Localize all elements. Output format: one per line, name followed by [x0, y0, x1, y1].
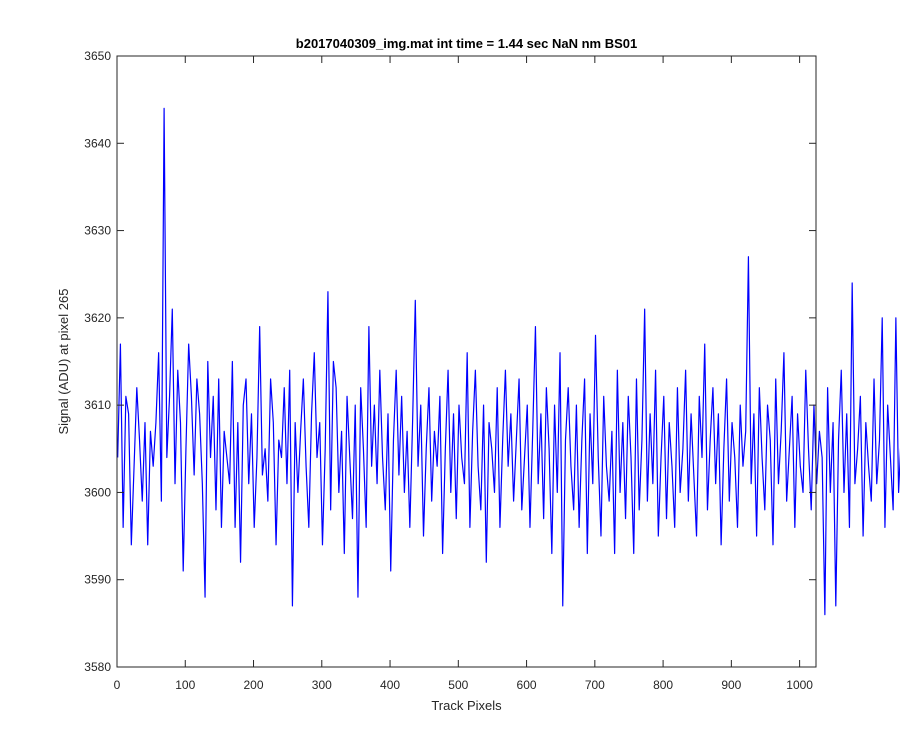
- axes-box: [116, 55, 817, 668]
- x-tick-label: 600: [517, 678, 537, 692]
- x-tick-label: 1000: [786, 678, 813, 692]
- y-tick-label: 3610: [84, 398, 111, 412]
- x-tick-label: 100: [175, 678, 195, 692]
- y-tick-label: 3580: [84, 660, 111, 674]
- y-tick-label: 3620: [84, 311, 111, 325]
- series-line-0: [117, 107, 900, 616]
- x-tick-label: 0: [114, 678, 121, 692]
- y-tick-label: 3630: [84, 224, 111, 238]
- y-tick-label: 3600: [84, 485, 111, 499]
- x-tick-label: 200: [244, 678, 264, 692]
- x-tick-label: 800: [653, 678, 673, 692]
- y-tick-label: 3590: [84, 573, 111, 587]
- x-axis-label: Track Pixels: [431, 698, 502, 713]
- series-layer: [117, 107, 900, 616]
- x-tick-label: 400: [380, 678, 400, 692]
- x-tick-label: 500: [448, 678, 468, 692]
- y-tick-label: 3640: [84, 136, 111, 150]
- y-axis: 3580 3590 3600 3610 3620 3630 3640 3650: [84, 49, 816, 674]
- x-tick-label: 700: [585, 678, 605, 692]
- y-axis-label: Signal (ADU) at pixel 265: [56, 289, 71, 435]
- chart-title: b2017040309_img.mat int time = 1.44 sec …: [296, 36, 637, 51]
- x-tick-label: 300: [312, 678, 332, 692]
- x-axis: 0 100 200 300 400 500 600 700 800 900 1000: [114, 56, 813, 692]
- y-tick-label: 3650: [84, 49, 111, 63]
- x-tick-label: 900: [721, 678, 741, 692]
